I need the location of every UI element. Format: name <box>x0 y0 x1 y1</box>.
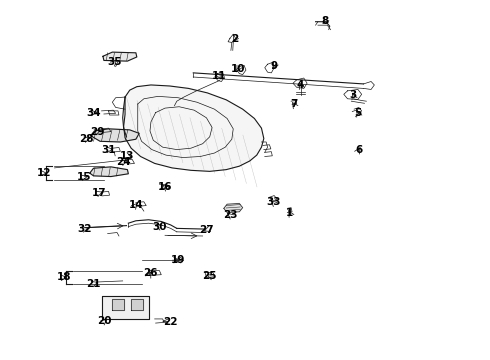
Text: 32: 32 <box>77 224 91 234</box>
Text: 15: 15 <box>77 172 91 182</box>
Text: 13: 13 <box>120 151 135 161</box>
Polygon shape <box>101 296 148 319</box>
Text: 11: 11 <box>212 71 226 81</box>
Polygon shape <box>91 129 139 142</box>
Text: 25: 25 <box>202 271 217 281</box>
Text: 2: 2 <box>231 34 238 44</box>
Text: 1: 1 <box>286 208 294 218</box>
Text: 31: 31 <box>101 145 116 154</box>
Text: 12: 12 <box>36 168 51 178</box>
Text: 18: 18 <box>57 273 71 283</box>
Text: 27: 27 <box>199 225 214 235</box>
Text: 34: 34 <box>86 108 101 118</box>
Text: 24: 24 <box>116 157 131 167</box>
Polygon shape <box>103 52 137 61</box>
Polygon shape <box>90 167 128 176</box>
Text: 19: 19 <box>171 255 185 265</box>
Text: 33: 33 <box>266 198 280 207</box>
Text: 4: 4 <box>297 80 304 90</box>
Text: 8: 8 <box>321 16 329 26</box>
Text: 14: 14 <box>128 200 143 210</box>
Text: 9: 9 <box>270 61 278 71</box>
Text: 30: 30 <box>152 222 167 231</box>
Polygon shape <box>224 203 243 212</box>
Polygon shape <box>131 299 143 310</box>
Text: 10: 10 <box>231 64 245 75</box>
Text: 35: 35 <box>107 58 122 67</box>
Text: 22: 22 <box>164 317 178 327</box>
Polygon shape <box>112 299 124 310</box>
Text: 26: 26 <box>143 268 157 278</box>
Polygon shape <box>123 85 264 171</box>
Text: 20: 20 <box>98 316 112 326</box>
Text: 7: 7 <box>290 99 297 109</box>
Text: 17: 17 <box>92 188 106 198</box>
Text: 16: 16 <box>158 182 172 192</box>
Text: 6: 6 <box>355 145 363 154</box>
Text: 23: 23 <box>222 210 237 220</box>
Text: 29: 29 <box>90 127 104 136</box>
Text: 5: 5 <box>354 108 362 118</box>
Text: 28: 28 <box>79 134 93 144</box>
Text: 3: 3 <box>349 90 357 100</box>
Text: 21: 21 <box>86 279 101 289</box>
